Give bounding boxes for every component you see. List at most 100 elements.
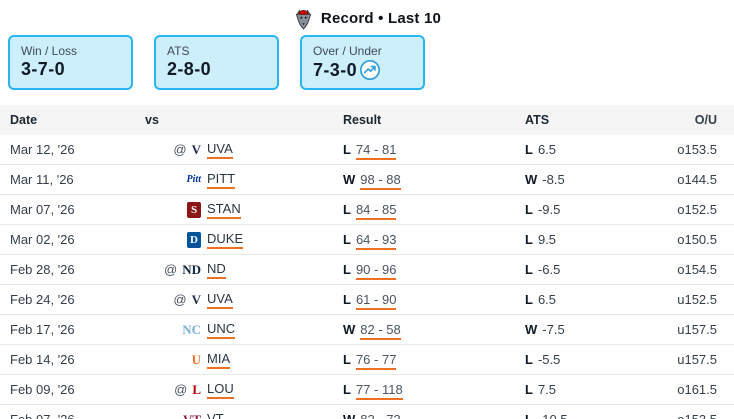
ats-cell: L 9.5 <box>525 232 640 247</box>
result-win-loss: W <box>343 172 356 187</box>
record-summary-boxes: Win / Loss 3-7-0 ATS 2-8-0 Over / Under … <box>0 35 734 90</box>
ats-line: -9.5 <box>537 202 561 217</box>
result-win-loss: L <box>343 382 351 397</box>
panel-header: Record • Last 10 <box>0 0 734 32</box>
ats-line: 9.5 <box>537 232 557 247</box>
result-cell: L 76 - 77 <box>343 352 525 370</box>
over-under-box: Over / Under 7-3-0 <box>300 35 425 90</box>
ats-win-loss: L <box>525 352 533 367</box>
score-link[interactable]: 76 - 77 <box>355 352 397 370</box>
ats-label: ATS <box>167 44 190 58</box>
ats-win-loss: L <box>525 142 533 157</box>
result-cell: L 64 - 93 <box>343 232 525 250</box>
ncstate-wolfpack-logo-icon <box>295 8 311 30</box>
game-date: Feb 07, '26 <box>10 412 145 419</box>
result-win-loss: L <box>343 202 351 217</box>
table-row: Mar 11, '26 Pitt PITT W 98 - 88 W -8.5 o14… <box>0 165 734 195</box>
score-link[interactable]: 77 - 118 <box>355 382 403 400</box>
opponent-cell: VT VT <box>145 411 343 419</box>
col-header-date: Date <box>10 113 38 127</box>
ats-line: -8.5 <box>542 172 565 187</box>
opponent-cell: D DUKE <box>145 231 343 249</box>
table-row: Mar 02, '26 D DUKE L 64 - 93 L 9.5 o150.5 <box>0 225 734 255</box>
score-link[interactable]: 61 - 90 <box>355 292 397 310</box>
ats-win-loss: L <box>525 412 533 419</box>
col-header-vs: vs <box>145 113 159 127</box>
table-row: Feb 24, '26 @ V UVA L 61 - 90 L 6.5 u152.5 <box>0 285 734 315</box>
over-under-label: Over / Under <box>313 44 382 58</box>
opponent-cell: S STAN <box>145 201 343 219</box>
team-link[interactable]: VT <box>207 411 224 419</box>
win-loss-box: Win / Loss 3-7-0 <box>8 35 133 90</box>
table-row: Feb 17, '26 NC UNC W 82 - 58 W -7.5 u157.5 <box>0 315 734 345</box>
ou-cell: o154.5 <box>677 262 717 277</box>
team-link[interactable]: DUKE <box>207 231 244 249</box>
game-date: Mar 02, '26 <box>10 232 75 247</box>
over-under-value: 7-3-0 <box>313 59 412 81</box>
team-link[interactable]: UVA <box>207 141 233 159</box>
result-win-loss: L <box>343 232 351 247</box>
ats-cell: L 6.5 <box>525 292 640 307</box>
team-logo-icon: NC <box>182 321 201 337</box>
col-header-ou: O/U <box>694 113 717 127</box>
ou-cell: o153.5 <box>640 412 717 419</box>
team-logo-icon: VT <box>182 411 201 419</box>
opponent-cell: @ ND ND <box>145 261 343 279</box>
game-date: Mar 07, '26 <box>10 202 75 217</box>
result-cell: L 74 - 81 <box>343 142 525 160</box>
team-link[interactable]: UVA <box>207 291 233 309</box>
game-date: Mar 12, '26 <box>10 142 75 157</box>
team-link[interactable]: MIA <box>207 351 231 369</box>
table-header-row: Date vs Result ATS O/U <box>0 105 734 135</box>
score-link[interactable]: 98 - 88 <box>360 172 401 190</box>
ats-cell: W -7.5 <box>525 322 640 337</box>
result-cell: W 82 - 58 <box>343 322 525 340</box>
ats-cell: L -6.5 <box>525 262 640 277</box>
result-cell: L 77 - 118 <box>343 382 525 400</box>
score-link[interactable]: 82 - 58 <box>360 322 401 340</box>
table-body: Mar 12, '26 @ V UVA L 74 - 81 L 6.5 o153.5… <box>0 135 734 419</box>
score-link[interactable]: 82 - 73 <box>360 412 401 419</box>
ats-cell: L -10.5 <box>525 412 640 419</box>
ats-cell: W -8.5 <box>525 172 640 187</box>
team-link[interactable]: STAN <box>207 201 241 219</box>
away-at-symbol: @ <box>173 142 187 157</box>
score-link[interactable]: 84 - 85 <box>355 202 397 220</box>
ats-line: 6.5 <box>537 292 557 307</box>
game-date: Feb 09, '26 <box>10 382 75 397</box>
team-link[interactable]: ND <box>207 261 226 279</box>
team-logo-icon: Pitt <box>186 173 201 185</box>
team-link[interactable]: LOU <box>207 381 234 399</box>
table-row: Feb 07, '26 VT VT W 82 - 73 L -10.5 o153.5 <box>0 405 734 419</box>
last10-games-table: Date vs Result ATS O/U Mar 12, '26 @ V U… <box>0 105 734 419</box>
table-row: Mar 12, '26 @ V UVA L 74 - 81 L 6.5 o153.5 <box>0 135 734 165</box>
ats-win-loss: L <box>525 202 533 217</box>
team-link[interactable]: PITT <box>207 171 236 189</box>
away-at-symbol: @ <box>173 292 187 307</box>
ats-value: 2-8-0 <box>167 59 212 79</box>
win-loss-label: Win / Loss <box>21 44 78 58</box>
result-cell: L 90 - 96 <box>343 262 525 280</box>
result-win-loss: W <box>343 412 355 419</box>
away-at-symbol: @ <box>174 382 188 397</box>
ou-cell: u157.5 <box>677 352 717 367</box>
opponent-cell: Pitt PITT <box>145 171 343 189</box>
team-logo-icon: U <box>191 351 201 367</box>
opponent-cell: @ L LOU <box>145 381 343 399</box>
ats-win-loss: L <box>525 232 533 247</box>
ou-cell: o152.5 <box>677 202 717 217</box>
team-link[interactable]: UNC <box>207 321 236 339</box>
ats-win-loss: W <box>525 172 538 187</box>
ou-cell: u152.5 <box>677 292 717 307</box>
result-win-loss: L <box>343 142 351 157</box>
ats-win-loss: L <box>525 262 533 277</box>
result-cell: L 84 - 85 <box>343 202 525 220</box>
result-cell: L 61 - 90 <box>343 292 525 310</box>
score-link[interactable]: 64 - 93 <box>355 232 397 250</box>
result-win-loss: W <box>343 322 356 337</box>
score-link[interactable]: 74 - 81 <box>355 142 397 160</box>
team-logo-icon: V <box>191 141 201 157</box>
ou-cell: o150.5 <box>677 232 717 247</box>
game-date: Feb 28, '26 <box>10 262 75 277</box>
score-link[interactable]: 90 - 96 <box>355 262 397 280</box>
